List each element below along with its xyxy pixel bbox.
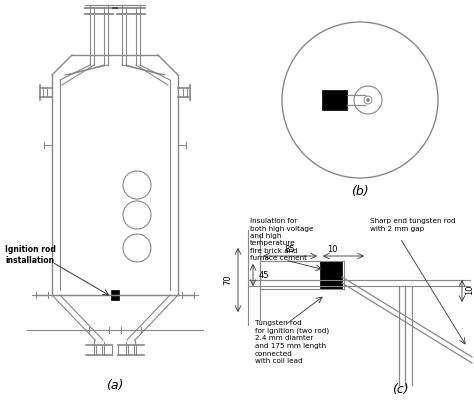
Text: 10: 10 <box>327 245 337 254</box>
Text: 45: 45 <box>259 272 270 280</box>
Text: (a): (a) <box>106 378 124 392</box>
Circle shape <box>366 98 370 102</box>
Bar <box>320 261 342 289</box>
Text: 70: 70 <box>223 275 232 285</box>
Text: Insulation for
both high voltage
and high
temperature
fire brick and
furnace cem: Insulation for both high voltage and hig… <box>250 218 313 262</box>
Bar <box>322 90 347 110</box>
Text: (c): (c) <box>392 384 408 396</box>
Text: Sharp end tungsten rod
with 2 mm gap: Sharp end tungsten rod with 2 mm gap <box>370 218 456 232</box>
Text: Ignition rod
installation: Ignition rod installation <box>5 245 56 265</box>
Text: (b): (b) <box>351 184 369 198</box>
Text: 85: 85 <box>285 245 295 254</box>
Bar <box>111 290 119 300</box>
Text: 10: 10 <box>465 285 474 295</box>
Text: Tungsten rod
for ignition (two rod)
2.4 mm diamter
and 175 mm length
connected
w: Tungsten rod for ignition (two rod) 2.4 … <box>255 320 329 364</box>
